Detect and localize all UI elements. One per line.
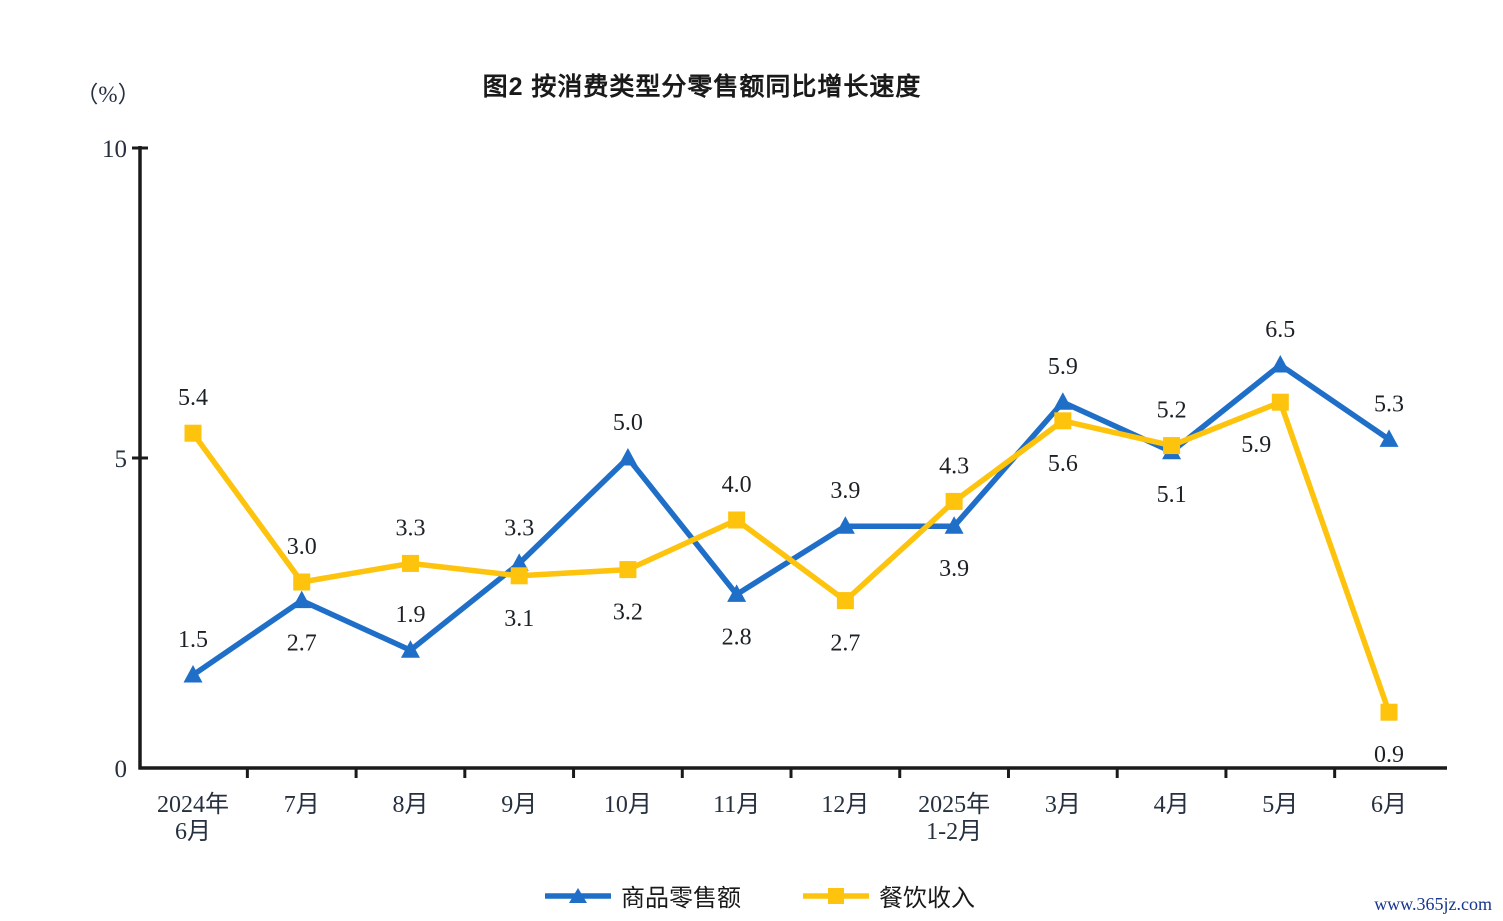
data-point-triangle-marker (618, 448, 638, 466)
data-point-value-label: 1.9 (395, 602, 425, 628)
data-point-value-label: 0.9 (1374, 742, 1404, 768)
data-point-triangle-marker (183, 665, 203, 683)
data-point-triangle-marker (944, 516, 964, 534)
data-point-square-marker (945, 492, 963, 510)
data-point-triangle-marker (400, 640, 420, 658)
x-axis-category-label: 2025年 1-2月 (918, 791, 990, 845)
data-point-value-label: 5.9 (1241, 432, 1271, 458)
y-axis-tick-label: 5 (115, 446, 128, 473)
y-axis-tick-label: 0 (115, 756, 128, 783)
data-point-value-label: 2.7 (287, 631, 317, 657)
data-point-square-marker (401, 554, 419, 572)
x-axis-category-label: 7月 (284, 792, 320, 818)
data-point-square-marker (836, 592, 854, 610)
watermark-text: www.365jz.com (1374, 894, 1492, 914)
data-point-square-marker (293, 573, 311, 591)
data-point-value-label: 2.7 (830, 631, 860, 657)
data-point-square-marker (184, 424, 202, 442)
x-axis-category-label: 8月 (392, 792, 428, 818)
x-axis-category-label: 9月 (501, 792, 537, 818)
data-point-value-label: 3.3 (504, 515, 534, 541)
data-point-square-marker (728, 511, 746, 529)
data-point-triangle-marker (1053, 392, 1073, 410)
data-point-triangle-marker (1379, 429, 1399, 447)
data-point-triangle-marker (727, 584, 747, 602)
data-point-value-label: 6.5 (1265, 317, 1295, 343)
x-axis-category-label: 6月 (1371, 792, 1407, 818)
data-point-value-label: 5.3 (1374, 391, 1404, 417)
data-point-square-marker (1054, 412, 1072, 430)
legend-item: 餐饮收入 (803, 878, 975, 913)
data-point-value-label: 3.3 (395, 515, 425, 541)
data-point-value-label: 3.1 (504, 606, 534, 632)
data-point-value-label: 3.9 (939, 556, 969, 582)
data-point-square-marker (1271, 393, 1289, 411)
data-point-triangle-marker (835, 516, 855, 534)
data-point-square-marker (1163, 437, 1181, 455)
data-point-triangle-marker (1270, 355, 1290, 373)
chart-title: 图2 按消费类型分零售额同比增长速度 (482, 73, 922, 101)
data-point-triangle-marker (292, 590, 312, 609)
y-axis-unit-label: （%） (75, 82, 141, 107)
data-point-triangle-marker (509, 553, 529, 571)
data-point-value-label: 5.1 (1157, 482, 1187, 508)
data-point-value-label: 4.3 (939, 453, 969, 479)
data-point-value-label: 5.0 (613, 410, 643, 436)
legend-label: 餐饮收入 (879, 886, 975, 912)
legend-item: 商品零售额 (545, 878, 741, 913)
x-axis-category-label: 3月 (1045, 792, 1081, 818)
y-axis-tick-label: 10 (102, 136, 127, 163)
legend-label: 商品零售额 (621, 886, 741, 912)
x-axis-category-label: 10月 (604, 792, 652, 818)
x-axis-category-label: 11月 (713, 792, 760, 818)
legend-triangle-marker-icon (545, 887, 611, 903)
x-axis-category-label: 5月 (1262, 792, 1298, 818)
data-point-square-marker (510, 567, 528, 585)
data-point-value-label: 5.4 (178, 385, 208, 411)
data-point-square-marker (619, 561, 637, 579)
x-axis-category-label: 4月 (1154, 792, 1190, 818)
legend-square-marker-icon (803, 887, 869, 904)
series-line-square (190, 399, 1392, 715)
data-point-value-label: 3.9 (830, 478, 860, 504)
data-point-value-label: 5.9 (1048, 354, 1078, 380)
x-axis-category-label: 2024年 6月 (157, 791, 229, 845)
data-point-value-label: 5.2 (1157, 398, 1187, 424)
data-point-value-label: 5.6 (1048, 451, 1078, 477)
data-point-value-label: 1.5 (178, 627, 208, 653)
data-point-value-label: 3.2 (613, 600, 643, 626)
data-point-value-label: 2.8 (722, 624, 752, 650)
x-axis-category-label: 12月 (821, 792, 869, 818)
data-point-value-label: 3.0 (287, 534, 317, 560)
series-line-triangle (190, 362, 1392, 678)
chart-legend: 商品零售额 餐饮收入 (545, 878, 975, 913)
data-point-value-label: 4.0 (722, 472, 752, 498)
data-point-square-marker (1380, 703, 1398, 721)
